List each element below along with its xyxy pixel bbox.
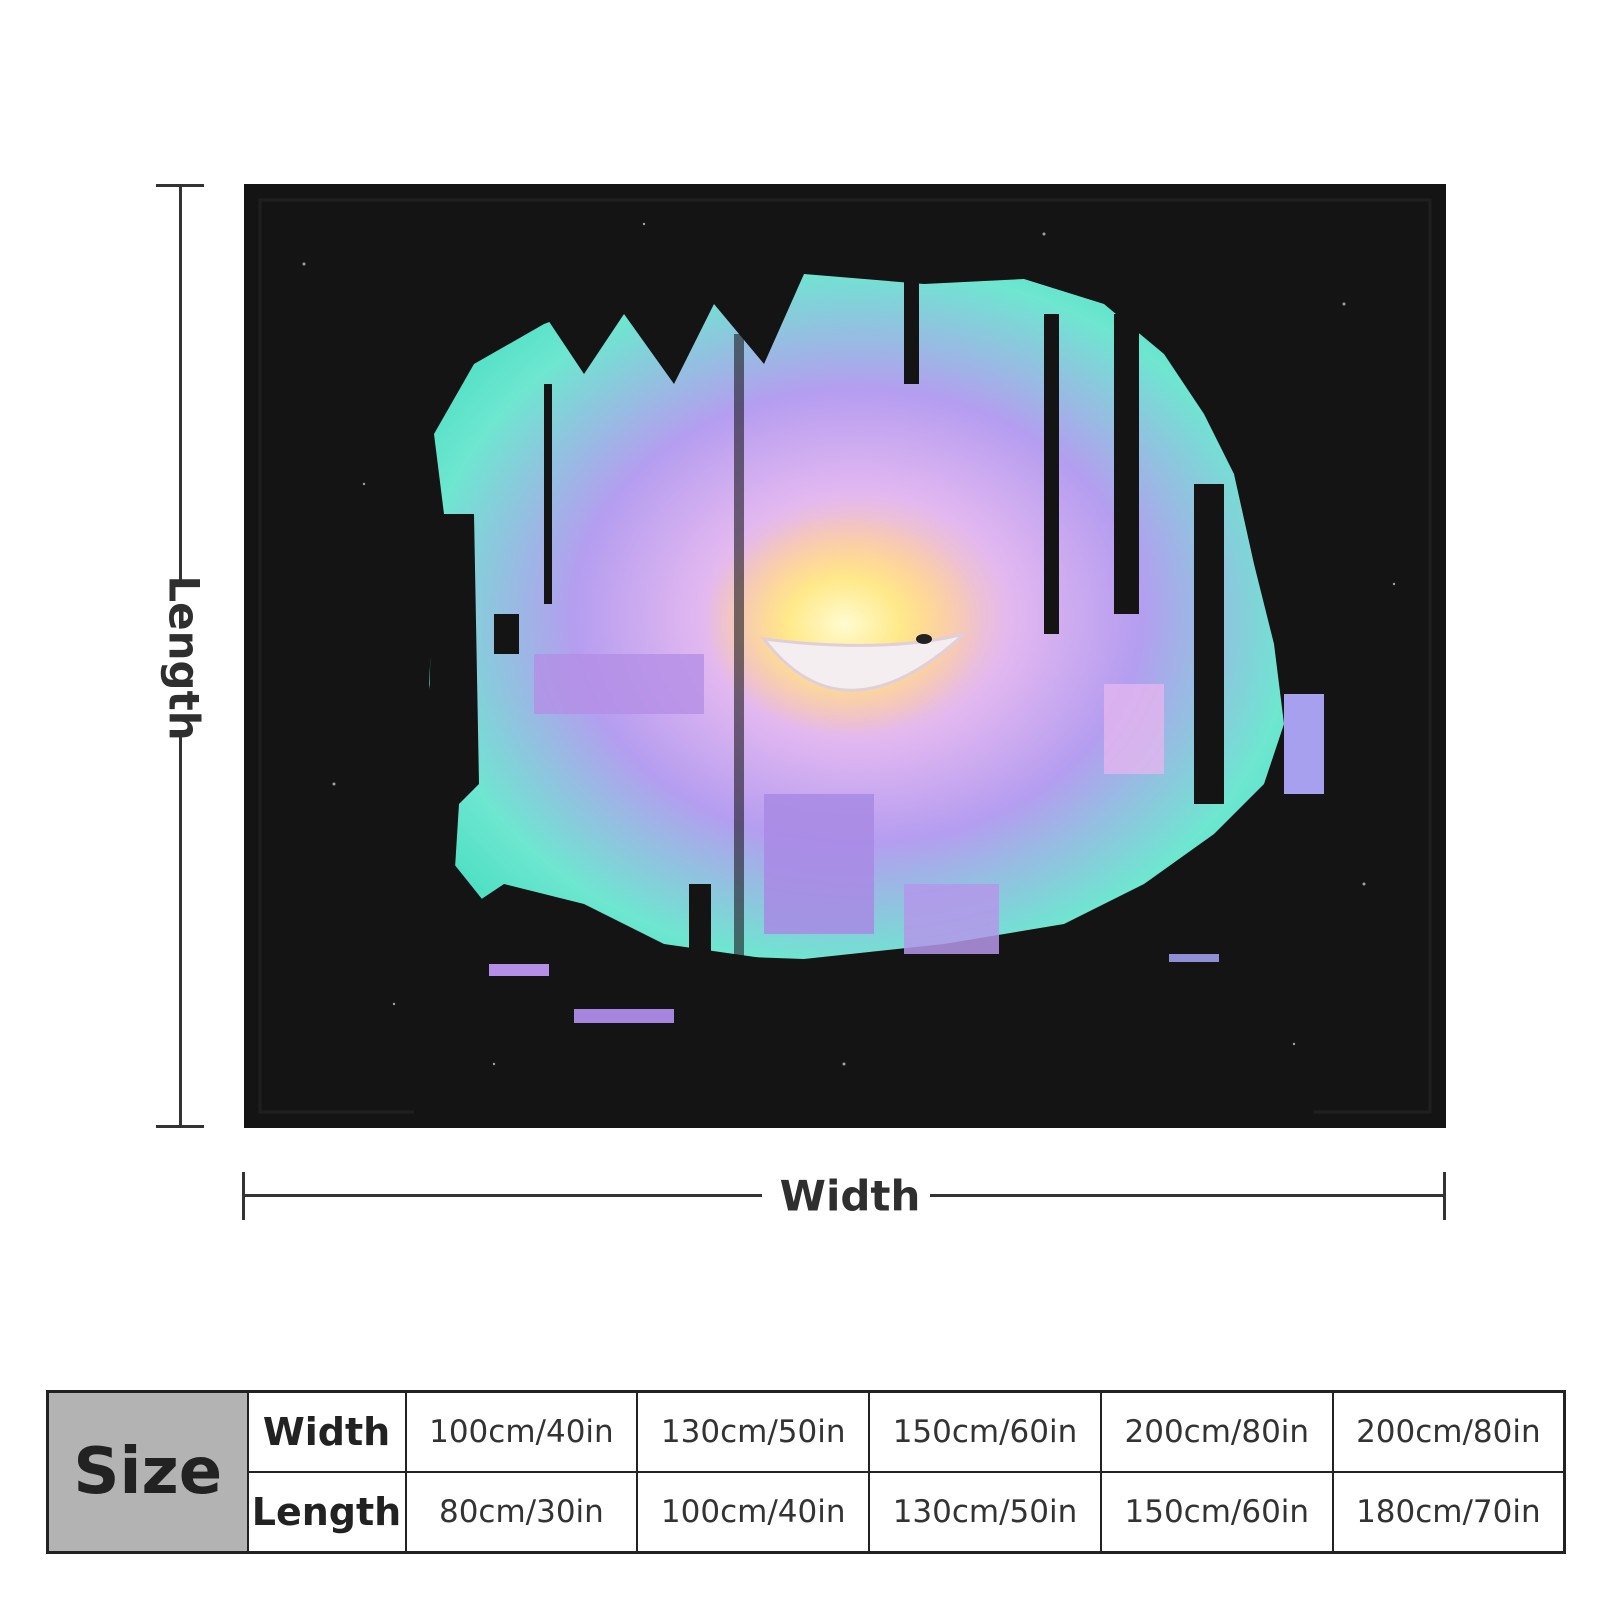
- length-cell: 80cm/30in: [404, 1471, 639, 1554]
- width-cell: 150cm/60in: [868, 1390, 1102, 1473]
- size-table: Size Width 100cm/40in 130cm/50in 150cm/6…: [46, 1390, 1566, 1554]
- width-cell: 130cm/50in: [636, 1390, 871, 1473]
- table-row-length: Length 80cm/30in 100cm/40in 130cm/50in 1…: [48, 1471, 1566, 1554]
- length-line-upper: [179, 184, 182, 584]
- length-label: Length: [159, 575, 209, 741]
- size-header: Size: [46, 1390, 249, 1554]
- width-label: Width: [779, 1171, 921, 1221]
- length-line-lower: [179, 736, 182, 1128]
- blanket-artwork: [244, 184, 1446, 1128]
- length-line-bottom-cap: [156, 1125, 204, 1128]
- width-cell: 200cm/80in: [1099, 1390, 1334, 1473]
- table-row-width: Size Width 100cm/40in 130cm/50in 150cm/6…: [46, 1390, 1566, 1554]
- length-cell: 130cm/50in: [868, 1471, 1102, 1554]
- row-label-length: Length: [246, 1471, 407, 1554]
- length-cell: 150cm/60in: [1099, 1471, 1334, 1554]
- width-cell: 200cm/80in: [1331, 1390, 1566, 1473]
- width-cell: 100cm/40in: [404, 1390, 639, 1473]
- width-line-left: [242, 1194, 762, 1197]
- length-cell: 180cm/70in: [1331, 1471, 1566, 1554]
- width-line-right-cap: [1443, 1172, 1446, 1220]
- creature: [760, 632, 966, 692]
- width-line-right: [930, 1194, 1446, 1197]
- length-cell: 100cm/40in: [636, 1471, 871, 1554]
- row-label-width: Width: [246, 1390, 407, 1473]
